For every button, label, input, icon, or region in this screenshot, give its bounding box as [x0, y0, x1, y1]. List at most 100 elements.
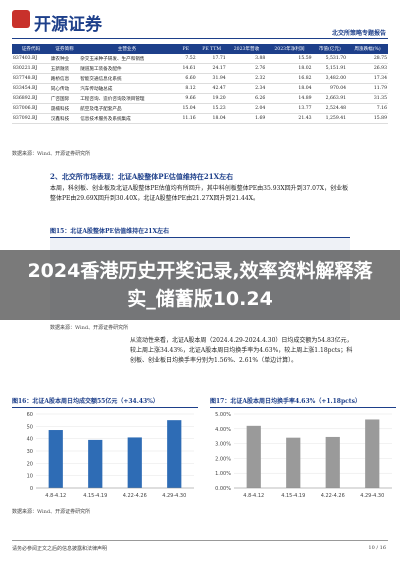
table-cell: 隧道施工装备及配件 [79, 63, 175, 74]
table-cell: 837403.BJ [12, 54, 50, 64]
logo: 开源证券 [34, 15, 102, 35]
y-tick-label: 4.00% [215, 427, 231, 433]
table-cell: 837006.BJ [12, 103, 50, 114]
table-cell: 26.93 [347, 63, 388, 74]
table-cell: 11.16 [174, 113, 197, 124]
y-tick-label: 0.00% [215, 486, 231, 492]
table-cell: 830221.BJ [12, 63, 50, 74]
figure-title: 图17：北证A股本周日均换手率4.63%（+1.18pcts） [210, 396, 396, 408]
bar [246, 425, 261, 488]
table-cell: 14.61 [174, 63, 197, 74]
overlay-title: 2024香港历史开奖记录,效率资料解释落实_储蓄版10.24 [27, 260, 373, 310]
table-cell: 8.12 [174, 83, 197, 94]
table-cell: 康农种业 [49, 54, 80, 64]
y-tick-label: 60 [27, 412, 33, 418]
table-cell: 15.04 [174, 103, 197, 114]
table-cell: 837092.BJ [12, 113, 50, 124]
table-cell: 24.17 [196, 63, 227, 74]
table-cell: 3.88 [226, 54, 267, 64]
table-row: 837092.BJ 汉鑫科技 信息技术服务及系统集成 11.16 18.04 1.69 21… [12, 113, 388, 124]
table-cell: 18.04 [266, 83, 313, 94]
table-cell: 15.23 [196, 103, 227, 114]
table-cell: 15.89 [347, 113, 388, 124]
bar-chart: 0.00% 1.00% 2.00% 3.00% 4.00% 5.00% 4.8-4.12 4.… [215, 412, 392, 499]
table-cell: 970.04 [312, 83, 348, 94]
page-number: 10 / 16 [368, 545, 386, 551]
x-tick-label: 4.22-4.26 [123, 493, 147, 499]
table-cell: 汉鑫科技 [49, 113, 80, 124]
table-cell: 6.26 [226, 93, 267, 104]
table-cell: 智能交通信息化系统 [79, 73, 175, 84]
column-header: 主营业务 [79, 44, 175, 54]
table-cell: 广咨国际 [49, 93, 80, 104]
table-row: 837748.BJ 路桥信息 智能交通信息化系统 6.60 31.94 2.32 16.82… [12, 73, 388, 84]
y-tick-label: 50 [27, 424, 33, 430]
table-cell: 16.82 [266, 73, 313, 84]
column-header: 周涨跌幅(%) [347, 44, 388, 54]
table-cell: 18.04 [196, 113, 227, 124]
table-cell: 路桥信息 [49, 73, 80, 84]
table-cell: 五新隧装 [49, 63, 80, 74]
bar [325, 436, 340, 488]
table-row: 836892.BJ 广咨国际 工程咨询、造价咨询及项目管理 9.66 19.20 6.26… [12, 93, 388, 104]
table-row: 830221.BJ 五新隧装 隧道施工装备及配件 14.61 24.17 2.76 18.0… [12, 63, 388, 74]
bar [88, 439, 103, 488]
x-tick-label: 4.29-4.30 [360, 493, 384, 499]
table-cell: 17.34 [347, 73, 388, 84]
figure: 图17：北证A股本周日均换手率4.63%（+1.18pcts） 0.00% 1.00… [210, 396, 396, 508]
figure-title: 图15：北证A股整体PE估值维持在21X左右 [50, 226, 350, 238]
y-tick-label: 5.00% [215, 412, 231, 418]
table-cell: 工程咨询、造价咨询及项目管理 [79, 93, 175, 104]
section-paragraph: 本周，科创板、创业板及北证A股整体PE估值均有所回升，其中科创板整体PE由35.… [50, 185, 349, 202]
table-cell: 7.16 [347, 103, 388, 114]
table-row: 837006.BJ 晟楠科技 航空及电子配套产品 15.04 15.23 2.04 13.7… [12, 103, 388, 114]
table-cell: 6.60 [174, 73, 197, 84]
column-header: 2023年营收 [226, 44, 267, 54]
x-tick-label: 4.29-4.30 [162, 493, 186, 499]
y-tick-label: 0 [30, 486, 33, 492]
table-cell: 1,259.41 [312, 113, 348, 124]
bar [167, 420, 182, 488]
footer-rule [12, 540, 388, 541]
table-cell: 2.34 [226, 83, 267, 94]
y-tick-label: 40 [27, 437, 33, 443]
y-tick-label: 30 [27, 449, 33, 455]
figure: 图16：北证A股本周日均成交额55亿元（+34.43%） 0 10 20 30 40 50 6… [12, 396, 198, 508]
stock-table: 证券代码 证券简称 主营业务 PE PE TTM 2023年营收 2023年净利润 市值(亿元… [12, 44, 388, 124]
table-source: 数据来源：Wind、开源证券研究所 [12, 151, 91, 157]
y-tick-label: 10 [27, 474, 33, 480]
section-heading: 2、北交所市场表现：北证A股整体PE估值维持在21X左右 [50, 172, 234, 181]
table-cell: 2,524.48 [312, 103, 348, 114]
report-type: 北交所策略专题报告 [331, 30, 386, 37]
column-header: 2023年净利润 [266, 44, 313, 54]
column-header: 证券简称 [49, 44, 80, 54]
table-cell: 836892.BJ [12, 93, 50, 104]
table-cell: 5,531.70 [312, 54, 348, 64]
column-header: 市值(亿元) [312, 44, 348, 54]
column-header: PE [174, 44, 197, 54]
table-cell: 5,151.91 [312, 63, 348, 74]
column-header: 证券代码 [12, 44, 50, 54]
y-tick-label: 2.00% [215, 456, 231, 462]
table-cell: 3,482.00 [312, 73, 348, 84]
x-tick-label: 4.8-4.12 [243, 493, 264, 499]
table-cell: 信息技术服务及系统集成 [79, 113, 175, 124]
footer-disclaimer: 请务必参阅正文之后的信息披露和法律声明 [12, 546, 108, 552]
x-tick-label: 4.22-4.26 [321, 493, 345, 499]
table-cell: 杂交玉米种子研发、生产和销售 [79, 54, 175, 64]
table-cell: 833454.BJ [12, 83, 50, 94]
header-rule [12, 38, 388, 39]
column-header: PE TTM [196, 44, 227, 54]
table-cell: 13.77 [266, 103, 313, 114]
x-tick-label: 4.15-4.19 [281, 493, 305, 499]
bar [365, 419, 380, 488]
liquidity-paragraph: 从流动性来看，北证A股本周（2024.4.29-2024.4.30）日均成交额为… [130, 337, 353, 364]
table-cell: 19.20 [196, 93, 227, 104]
table-cell: 18.02 [266, 63, 313, 74]
x-tick-label: 4.15-4.19 [83, 493, 107, 499]
table-cell: 11.79 [347, 83, 388, 94]
figure-title: 图16：北证A股本周日均成交额55亿元（+34.43%） [12, 396, 198, 408]
table-cell: 17.71 [196, 54, 227, 64]
table-cell: 28.75 [347, 54, 388, 64]
